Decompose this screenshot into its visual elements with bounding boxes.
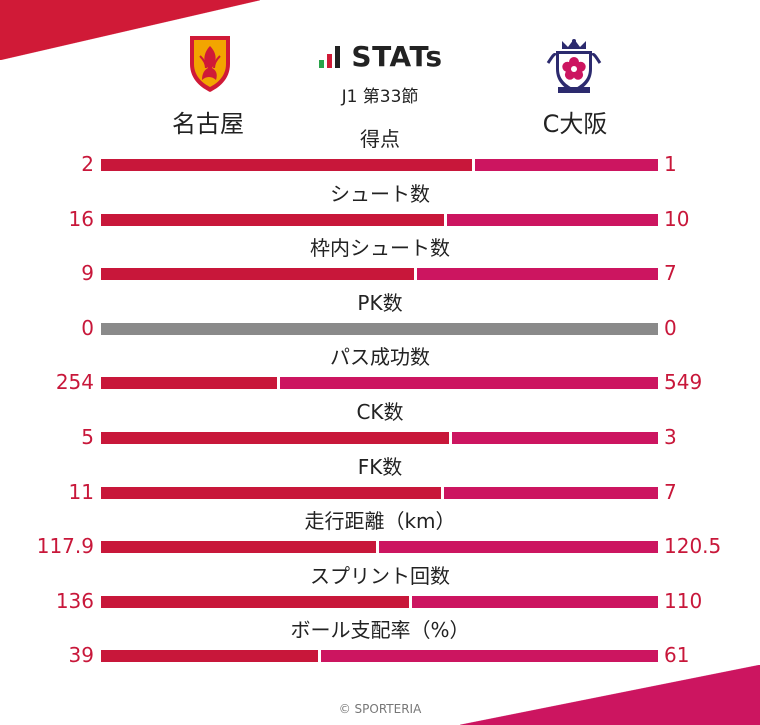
bar-chart-icon [319,45,341,68]
stat-label: パス成功数 [330,345,430,370]
stat-away-value: 110 [664,588,703,613]
stat-away-value: 3 [664,424,677,449]
match-header: 名古屋 C大阪 STATs J1 第33節 [0,0,760,140]
nagoya-crest-icon [190,36,230,92]
home-team-name: 名古屋 [172,110,244,138]
stat-bar-away [408,595,658,608]
stat-bar-home [101,650,319,663]
brand-title: STATs [0,40,760,77]
stat-label: PK数 [357,290,403,315]
stat-row: シュート数 16 10 [0,181,760,236]
stat-label: FK数 [357,454,403,479]
stat-bar-home [101,431,450,444]
cerezo-crest-icon [546,39,602,93]
stat-label: 枠内シュート数 [310,236,450,261]
away-team-name: C大阪 [542,110,608,138]
stat-home-value: 16 [68,206,94,231]
stat-row: パス成功数 254 549 [0,344,760,399]
stat-bar-home [101,213,444,226]
stat-away-value: 10 [664,206,690,231]
stat-bar [101,595,658,608]
stat-row: 枠内シュート数 9 7 [0,235,760,290]
stat-bar-away [449,431,658,444]
stat-bar-home [101,595,409,608]
stat-away-value: 7 [664,261,677,286]
brand-name: STATs [351,40,443,73]
stat-label: スプリント回数 [310,563,450,588]
stat-bar [101,322,658,335]
stat-bar-away [414,268,658,281]
stat-bar [101,213,658,226]
stat-bar [101,377,658,390]
stats-list: 得点 2 1 シュート数 16 10 枠内シュート数 9 7 PK数 0 0 パス成功数 254 549 CK… [0,126,760,672]
stat-home-value: 117.9 [36,534,94,559]
stat-home-value: 9 [81,261,94,286]
stat-bar-away [318,650,658,663]
stat-row: 得点 2 1 [0,126,760,181]
stat-away-value: 1 [664,152,677,176]
stat-home-value: 136 [55,588,94,613]
stat-bar [101,159,658,171]
stat-bar-home [101,159,473,171]
stat-home-value: 11 [68,479,94,504]
stat-row: PK数 0 0 [0,290,760,345]
stat-row: FK数 11 7 [0,454,760,509]
stat-bar-neutral [101,322,658,335]
stat-away-value: 120.5 [664,534,722,559]
stat-away-value: 7 [664,479,677,504]
stat-home-value: 2 [81,152,94,176]
stat-bar-home [101,486,442,499]
stat-label: 得点 [360,127,400,151]
stat-bar [101,486,658,499]
stat-home-value: 0 [81,315,94,340]
stat-label: 走行距離（km） [304,509,456,534]
stat-bar [101,268,658,281]
stat-bar-away [472,159,658,171]
match-round: J1 第33節 [341,87,419,107]
copyright-footer: © SPORTERIA [338,702,422,716]
stat-bar [101,650,658,663]
stat-label: シュート数 [330,181,430,206]
stat-bar-away [277,377,658,390]
stat-away-value: 549 [664,370,703,395]
stat-row: スプリント回数 136 110 [0,563,760,618]
corner-accent-bottom-right [460,665,760,725]
stat-away-value: 61 [664,643,690,668]
stat-bar-home [101,268,415,281]
stat-bar [101,431,658,444]
stat-bar-home [101,377,278,390]
stat-bar-away [443,213,658,226]
stat-row: 走行距離（km） 117.9 120.5 [0,508,760,563]
stat-home-value: 39 [68,643,94,668]
stat-away-value: 0 [664,315,677,340]
stat-bar-home [101,541,377,554]
stat-home-value: 254 [55,370,94,395]
stat-bar-away [441,486,658,499]
stat-label: ボール支配率（%） [290,618,470,643]
stat-row: ボール支配率（%） 39 61 [0,617,760,672]
stat-bar-away [376,541,658,554]
stat-label: CK数 [356,399,404,424]
stat-bar [101,541,658,554]
stat-home-value: 5 [81,424,94,449]
stat-row: CK数 5 3 [0,399,760,454]
